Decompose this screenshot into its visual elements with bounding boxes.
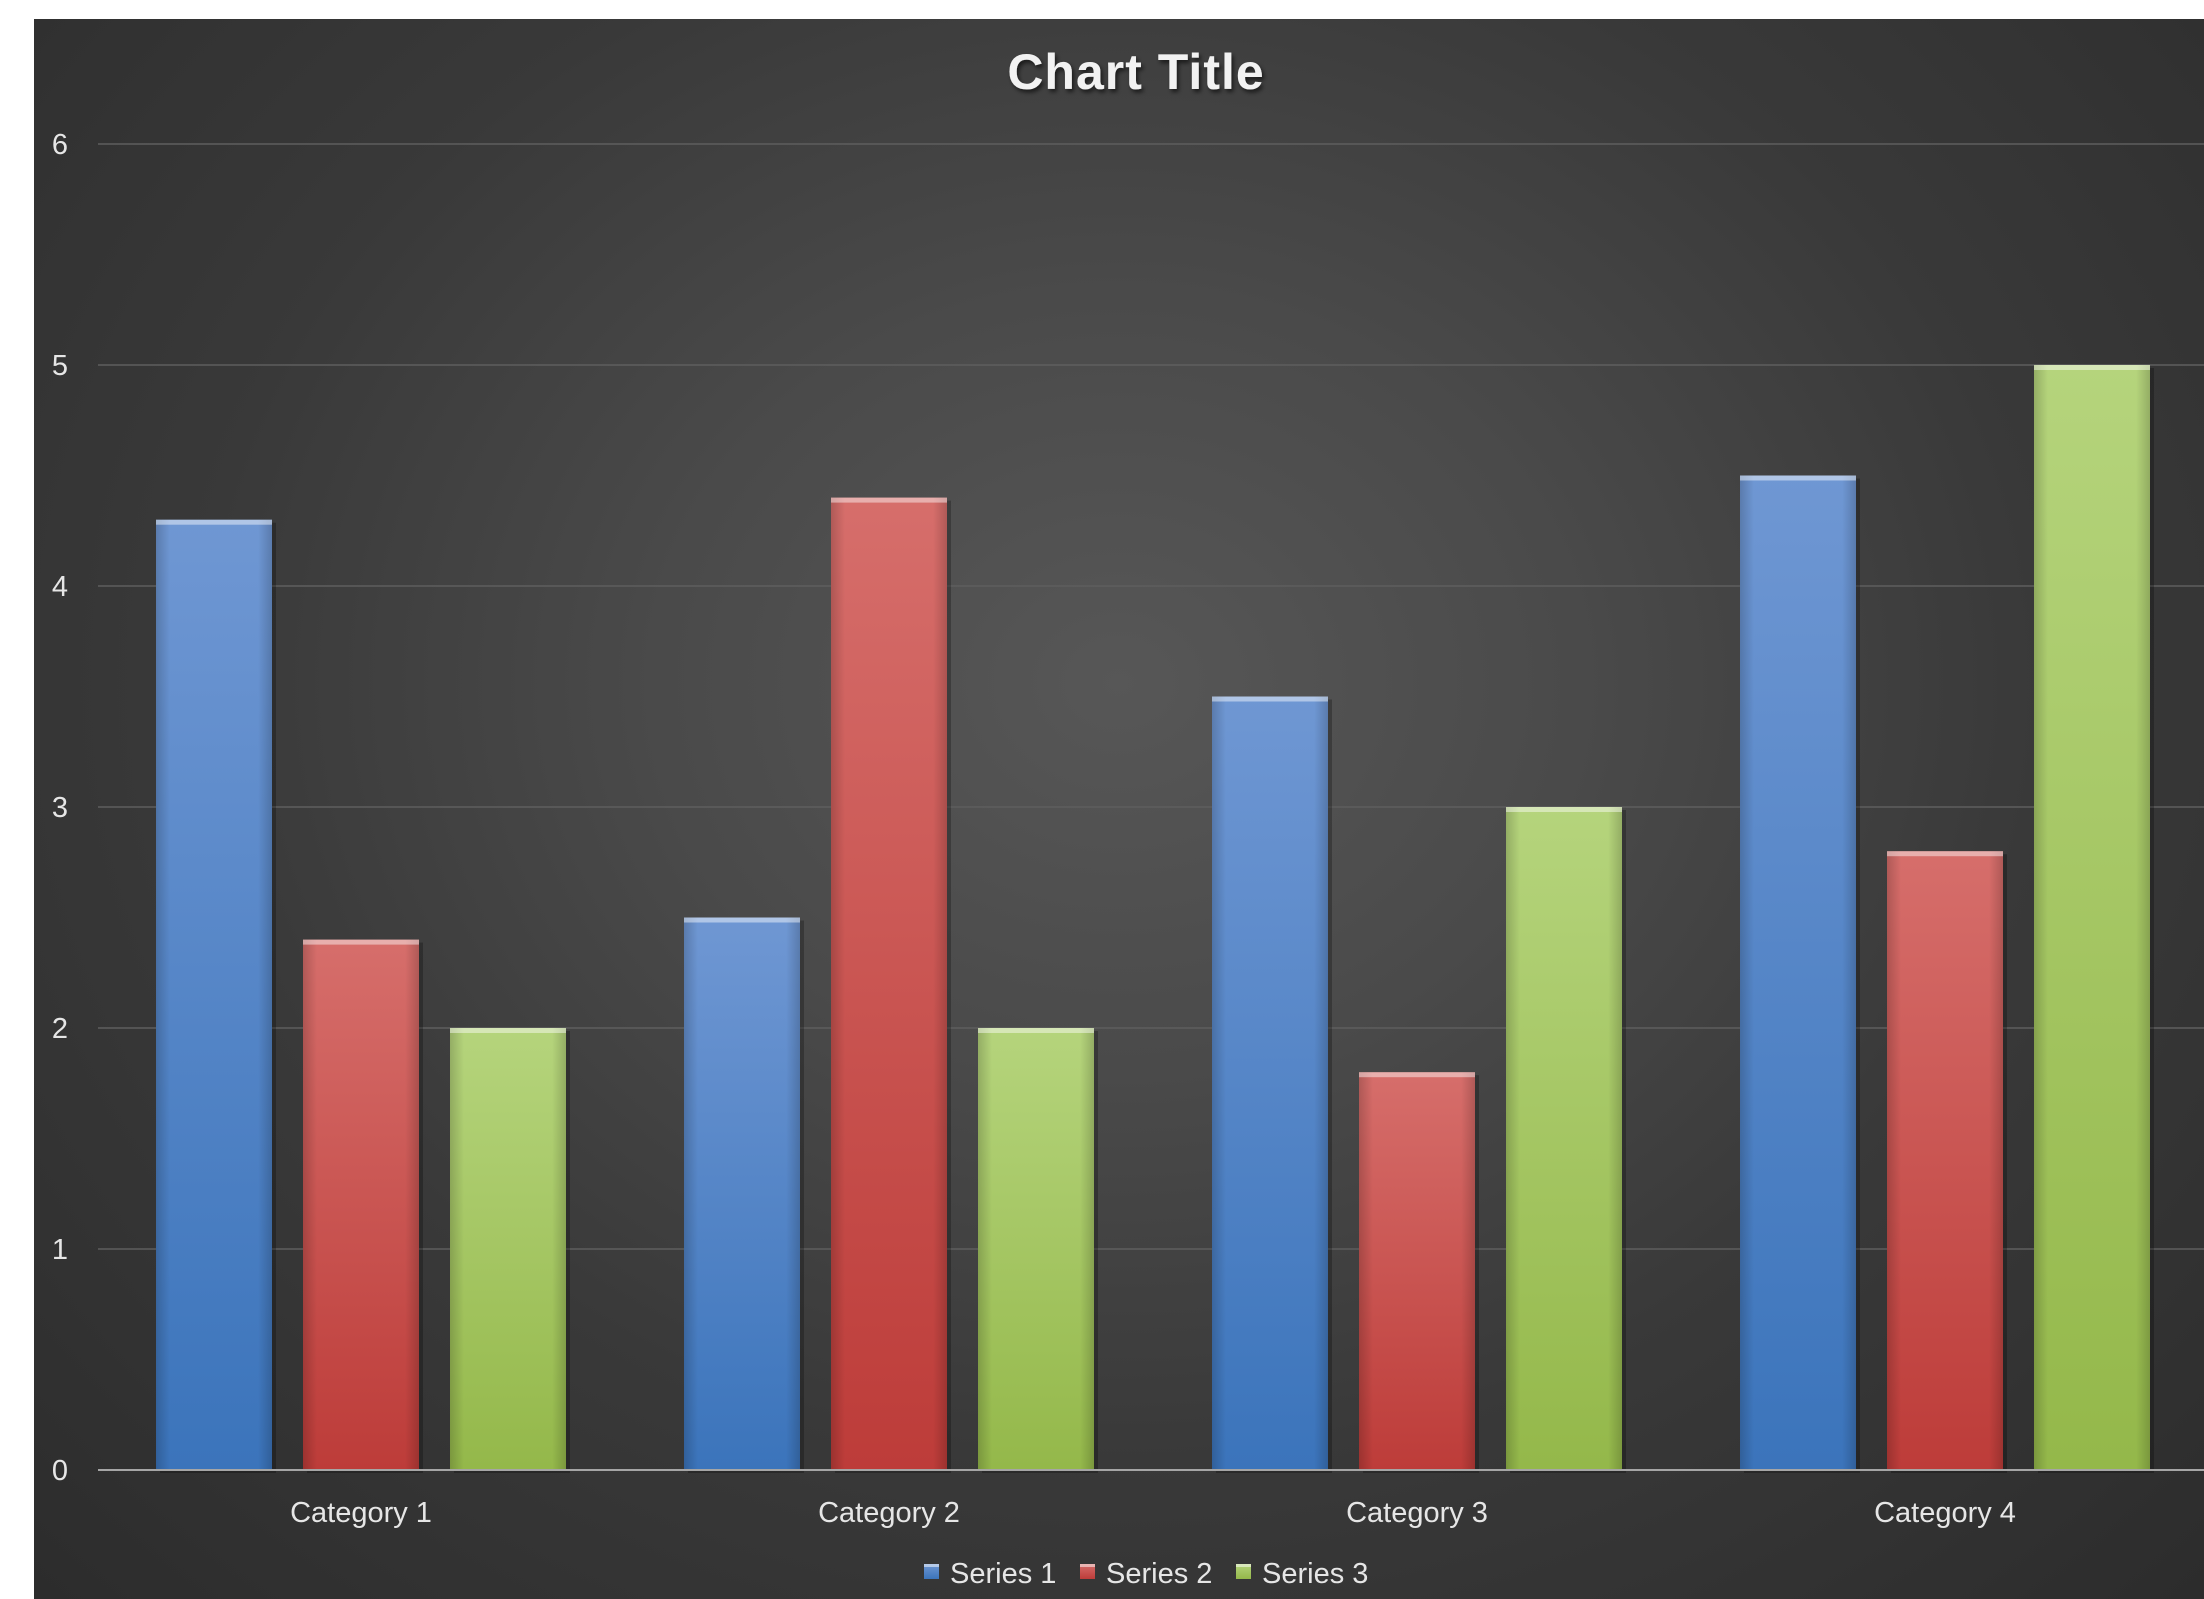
bar-highlight [684, 917, 800, 923]
bar [156, 519, 276, 1473]
legend-swatch-highlight [924, 1564, 939, 1567]
legend-swatch-highlight [1236, 1564, 1251, 1567]
x-tick-label: Category 4 [1874, 1497, 2016, 1529]
legend-item: Series 1 [924, 1558, 1056, 1590]
gridlines [98, 143, 2204, 1250]
bar-bevel [1359, 1072, 1475, 1470]
x-tick-label: Category 1 [290, 1497, 432, 1529]
y-tick-label: 4 [52, 571, 68, 603]
y-tick-label: 6 [52, 129, 68, 161]
bar-bevel [450, 1028, 566, 1470]
legend: Series 1 Series 2 Series 3 [924, 1558, 1368, 1590]
legend-swatch [1080, 1564, 1095, 1579]
bar [1740, 475, 1860, 1473]
bar [2034, 365, 2154, 1473]
y-tick-label: 2 [52, 1013, 68, 1045]
bar [978, 1028, 1098, 1473]
bar [303, 939, 423, 1473]
bar-bevel [831, 497, 947, 1471]
legend-swatch [1236, 1564, 1251, 1579]
bar-bevel [2034, 365, 2150, 1470]
bar-highlight [978, 1028, 1094, 1033]
y-tick-label: 0 [52, 1455, 68, 1487]
y-tick-label: 3 [52, 792, 68, 824]
bar-highlight [1359, 1072, 1475, 1078]
bar-bevel [156, 519, 272, 1470]
legend-swatch-highlight [1080, 1564, 1095, 1567]
bar-highlight [1740, 475, 1856, 481]
bar [1506, 807, 1626, 1473]
bar [1887, 851, 2007, 1473]
bars [156, 365, 2154, 1474]
bar-bevel [1212, 696, 1328, 1470]
axes: 0 1 2 3 4 5 6 Category 1 Category 2 Category 3 Cat… [52, 129, 2204, 1529]
bar [1359, 1072, 1479, 1473]
bar-highlight [156, 519, 272, 525]
bar [684, 917, 804, 1473]
legend-label: Series 3 [1262, 1558, 1368, 1590]
bar-highlight [1887, 851, 2003, 857]
bar-highlight [2034, 365, 2150, 370]
bar-bevel [1887, 851, 2003, 1470]
y-tick-label: 5 [52, 350, 68, 382]
bar-bevel [303, 939, 419, 1470]
bar-bevel [684, 917, 800, 1470]
legend-item: Series 2 [1080, 1558, 1212, 1590]
bar [1212, 696, 1332, 1473]
bar-bevel [1506, 807, 1622, 1470]
bar-highlight [831, 497, 947, 503]
bar-highlight [1506, 807, 1622, 812]
bar [450, 1028, 570, 1473]
bar-highlight [303, 939, 419, 945]
legend-swatch [924, 1564, 939, 1579]
bar [831, 497, 951, 1474]
bar-bevel [1740, 475, 1856, 1470]
chart-title: Chart Title [1007, 44, 1264, 100]
legend-label: Series 1 [950, 1558, 1056, 1590]
legend-label: Series 2 [1106, 1558, 1212, 1590]
x-tick-label: Category 2 [818, 1497, 960, 1529]
bar-bevel [978, 1028, 1094, 1470]
x-tick-label: Category 3 [1346, 1497, 1488, 1529]
bar-highlight [1212, 696, 1328, 702]
bar-highlight [450, 1028, 566, 1033]
legend-item: Series 3 [1236, 1558, 1368, 1590]
y-tick-label: 1 [52, 1234, 68, 1266]
